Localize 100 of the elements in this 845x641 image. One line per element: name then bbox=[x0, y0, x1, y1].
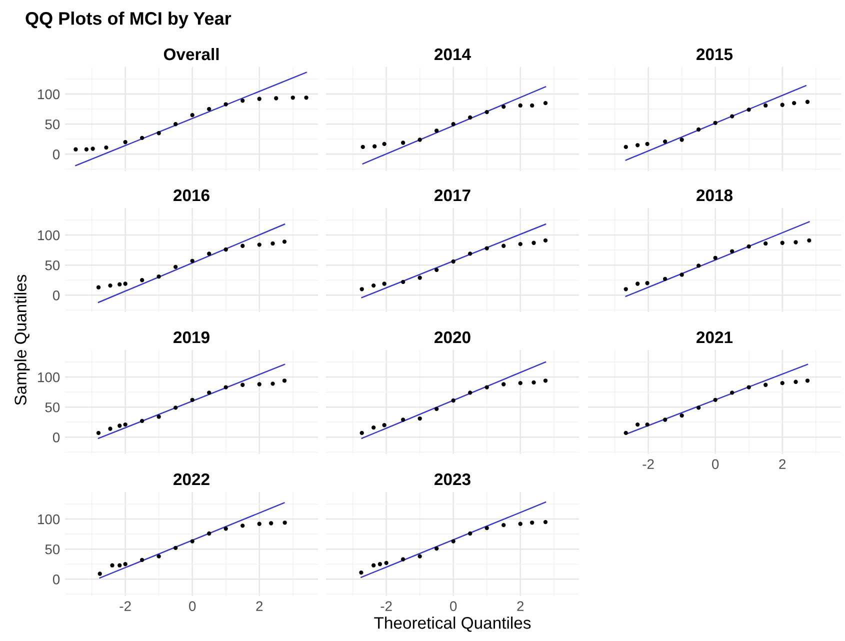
point bbox=[400, 418, 406, 422]
point bbox=[174, 546, 178, 550]
point bbox=[502, 244, 506, 248]
point bbox=[746, 385, 751, 390]
point bbox=[360, 430, 364, 436]
point bbox=[96, 430, 101, 436]
point bbox=[662, 139, 668, 144]
point bbox=[372, 144, 377, 148]
point bbox=[257, 382, 262, 386]
y-tick-label: 0 bbox=[52, 574, 60, 584]
point bbox=[418, 276, 422, 280]
chart-subtitle: 2018 bbox=[696, 189, 733, 202]
point bbox=[118, 424, 122, 428]
point bbox=[662, 418, 668, 422]
chart-title: QQ Plots of MCI by Year bbox=[26, 12, 232, 28]
point bbox=[74, 147, 78, 152]
point bbox=[190, 258, 194, 263]
point bbox=[359, 570, 364, 575]
y-tick-label: 50 bbox=[45, 544, 60, 554]
point bbox=[108, 283, 112, 288]
point bbox=[257, 522, 262, 526]
point bbox=[532, 240, 536, 245]
point bbox=[696, 264, 701, 268]
point bbox=[792, 100, 796, 106]
y-tick-label: 100 bbox=[38, 514, 60, 524]
point bbox=[532, 380, 536, 385]
point bbox=[174, 406, 178, 410]
point bbox=[140, 558, 144, 562]
point bbox=[451, 398, 456, 403]
point bbox=[207, 390, 212, 395]
point bbox=[502, 522, 506, 528]
point bbox=[382, 282, 386, 286]
point bbox=[636, 282, 640, 286]
point bbox=[123, 562, 128, 566]
point bbox=[156, 131, 161, 136]
point bbox=[257, 96, 262, 101]
point bbox=[240, 524, 245, 528]
point bbox=[662, 276, 668, 282]
point bbox=[730, 390, 734, 395]
point bbox=[174, 264, 178, 269]
chart-subtitle: 2021 bbox=[696, 331, 733, 344]
point bbox=[140, 136, 144, 140]
x-tick-label: 2 bbox=[517, 601, 524, 611]
point bbox=[240, 98, 245, 103]
y-tick-label: 100 bbox=[38, 89, 60, 100]
point bbox=[174, 122, 178, 126]
point bbox=[104, 145, 108, 150]
point bbox=[207, 107, 212, 112]
point bbox=[502, 382, 506, 386]
y-tick-label: 100 bbox=[38, 230, 60, 240]
point bbox=[156, 554, 161, 558]
point bbox=[224, 102, 228, 106]
point bbox=[624, 144, 628, 150]
point bbox=[805, 378, 810, 383]
point bbox=[518, 103, 522, 108]
point bbox=[645, 422, 650, 427]
point bbox=[207, 531, 212, 536]
point bbox=[680, 272, 684, 277]
point bbox=[118, 563, 122, 568]
text: Sample Quantiles bbox=[14, 274, 30, 406]
chart-subtitle: 2014 bbox=[434, 48, 471, 60]
point bbox=[282, 520, 287, 525]
point bbox=[382, 423, 386, 428]
point bbox=[274, 96, 278, 100]
point bbox=[713, 256, 718, 260]
point bbox=[400, 557, 406, 562]
point bbox=[451, 122, 456, 126]
point bbox=[636, 422, 640, 427]
point bbox=[90, 146, 95, 151]
point bbox=[400, 280, 406, 284]
chart-subtitle: 2019 bbox=[174, 331, 210, 344]
point bbox=[418, 138, 422, 142]
point bbox=[624, 430, 628, 436]
point bbox=[108, 426, 112, 431]
point bbox=[207, 252, 212, 256]
x-tick-label: -2 bbox=[380, 601, 392, 611]
point bbox=[190, 539, 194, 544]
x-tick-label: 2 bbox=[256, 601, 263, 611]
chart-subtitle: 2017 bbox=[434, 189, 470, 202]
point bbox=[190, 113, 194, 118]
point bbox=[730, 249, 734, 254]
point bbox=[636, 143, 640, 148]
point bbox=[484, 385, 489, 390]
point bbox=[434, 268, 439, 272]
point bbox=[434, 406, 439, 411]
point bbox=[84, 147, 89, 152]
point bbox=[764, 382, 768, 387]
point bbox=[730, 114, 734, 118]
point bbox=[746, 244, 751, 249]
point bbox=[502, 104, 506, 109]
x-tick-label: 0 bbox=[712, 459, 719, 470]
point bbox=[484, 526, 489, 530]
point bbox=[468, 252, 472, 256]
chart-subtitle: 2016 bbox=[174, 189, 210, 202]
point bbox=[240, 382, 245, 387]
point bbox=[224, 385, 228, 390]
chart-subtitle: Overall bbox=[164, 48, 219, 60]
point bbox=[645, 142, 650, 146]
point bbox=[240, 244, 245, 248]
point bbox=[543, 520, 548, 524]
